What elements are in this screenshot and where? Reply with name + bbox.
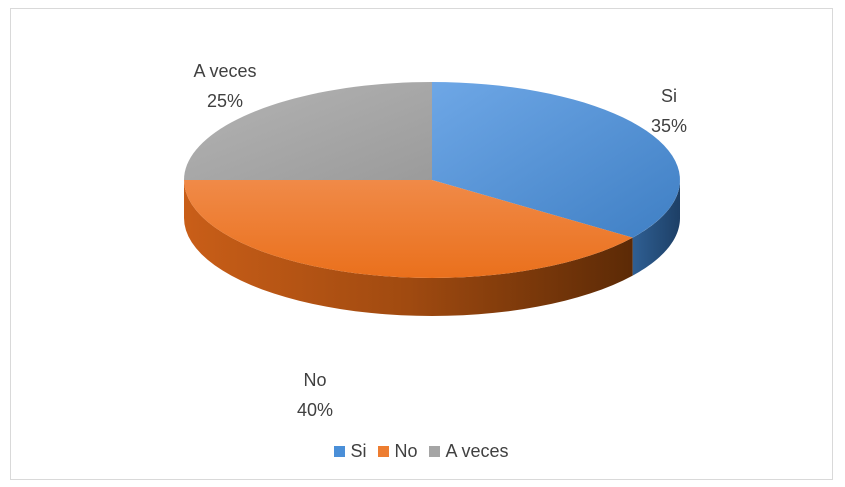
pie-slice-si: [432, 82, 680, 238]
data-label-name-a-veces: A veces: [193, 61, 256, 81]
pie-side-si: [632, 180, 680, 276]
legend-label-a-veces: A veces: [445, 441, 509, 461]
legend-swatch-a-veces: [429, 446, 441, 457]
legend-item-a-veces: A veces: [429, 441, 509, 462]
legend-swatch-no: [378, 446, 390, 457]
legend-item-no: No: [378, 441, 417, 462]
legend-label-si: Si: [350, 441, 367, 461]
pie-side-no: [184, 180, 633, 316]
pie-slice-no: [184, 180, 633, 278]
data-label-name-si: Si: [661, 86, 677, 106]
data-label-percent-si: 35%: [651, 116, 687, 136]
legend-label-no: No: [394, 441, 418, 461]
legend-item-si: Si: [334, 441, 366, 462]
pie-slice-a-veces: [184, 82, 432, 180]
data-label-name-no: No: [303, 370, 326, 390]
legend-swatch-si: [334, 446, 346, 457]
legend: Si No A veces: [11, 441, 832, 462]
pie-chart: Si 35% No 40% A veces 25%: [184, 61, 687, 420]
data-label-percent-no: 40%: [297, 400, 333, 420]
data-label-percent-a-veces: 25%: [207, 91, 243, 111]
chart-frame: Si 35% No 40% A veces 25% Si No A veces: [10, 8, 833, 480]
